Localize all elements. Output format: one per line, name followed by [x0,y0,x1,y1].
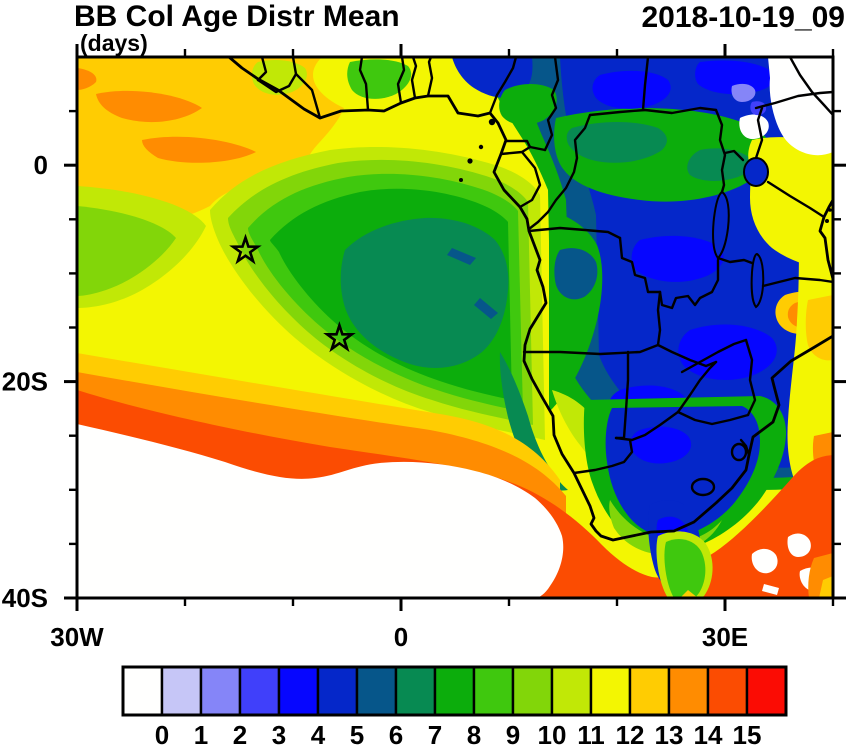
colorbar-cell [745,665,788,717]
colorbar-cell [394,665,437,717]
colorbar-cell [160,665,203,717]
colorbar-cell [238,665,281,717]
colorbar-cell [472,665,515,717]
colorbar-cell [628,665,671,717]
coastline [227,57,833,542]
map-frame [75,55,835,600]
contour-field [77,57,833,598]
colorbar-label: 0 [155,720,169,750]
y-axis-label: 0 [34,150,48,180]
x-axis-label: 30W [50,622,104,652]
islands [459,118,832,223]
y-axis-label: 40S [2,583,48,613]
colorbar-cell [355,665,398,717]
country-borders [256,57,833,497]
colorbar-cell [316,665,359,717]
star-marker [229,233,262,265]
colorbar-cell [706,665,749,717]
x-axis-label: 0 [394,622,408,652]
colorbar-label: 12 [616,720,645,750]
lakes [712,157,769,309]
colorbar-label: 14 [694,720,723,750]
colorbar-cell [277,665,320,717]
star-marker [323,321,356,353]
colorbar-label: 15 [733,720,762,750]
colorbar-label: 1 [194,720,208,750]
colorbar-cell [550,665,593,717]
colorbar-label: 5 [350,720,364,750]
colorbar-label: 4 [311,720,326,750]
colorbar-label: 3 [272,720,286,750]
plot-timestamp: 2018-10-19_09 [641,1,845,34]
colorbar-label: 13 [655,720,684,750]
colorbar-cell [589,665,632,717]
colorbar-frame [121,665,788,717]
colorbar-label: 2 [233,720,247,750]
colorbar-cell [511,665,554,717]
colorbar-label: 6 [389,720,403,750]
y-axis-label: 20S [2,367,48,397]
colorbar-cell [121,665,164,717]
colorbar-label: 9 [506,720,520,750]
plot-units-label: (days) [80,30,148,56]
colorbar-label: 7 [428,720,442,750]
colorbar-cell [199,665,242,717]
colorbar-label: 8 [467,720,481,750]
colorbar-cell [667,665,710,717]
station-markers [229,233,356,353]
x-axis-label: 30E [702,622,748,652]
colorbar: 0 1 2 3 4 5 6 7 8 9 10 11 12 13 14 15 [121,665,788,750]
colorbar-label: 11 [577,720,605,750]
colorbar-label: 10 [538,720,567,750]
colorbar-cell [433,665,476,717]
plot-title: BB Col Age Distr Mean [74,0,400,33]
